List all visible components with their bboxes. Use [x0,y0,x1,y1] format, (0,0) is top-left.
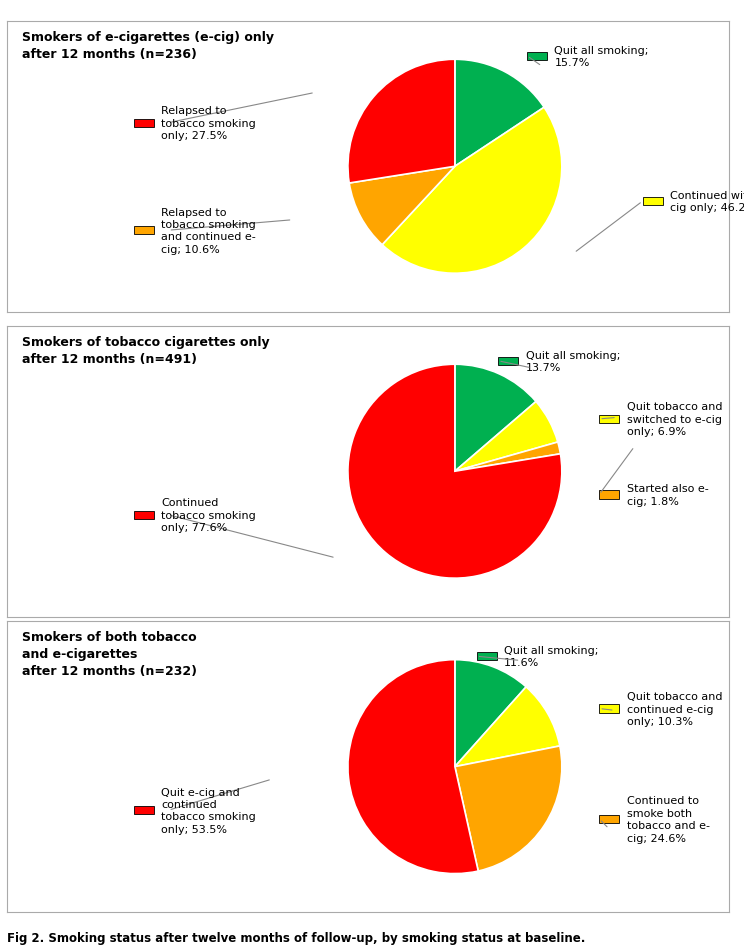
Text: Quit e-cig and
continued
tobacco smoking
only; 53.5%: Quit e-cig and continued tobacco smoking… [161,786,256,834]
Bar [527,52,548,61]
Text: Quit tobacco and
continued e-cig
only; 10.3%: Quit tobacco and continued e-cig only; 1… [626,691,722,726]
Text: Smokers of both tobacco
and e-cigarettes
after 12 months (n=232): Smokers of both tobacco and e-cigarettes… [22,630,197,677]
Text: Relapsed to
tobacco smoking
and continued e-
cig; 10.6%: Relapsed to tobacco smoking and continue… [161,208,256,254]
Text: Started also e-
cig; 1.8%: Started also e- cig; 1.8% [626,484,708,506]
Text: Relapsed to
tobacco smoking
only; 27.5%: Relapsed to tobacco smoking only; 27.5% [161,106,256,141]
Bar [134,227,154,235]
Text: Quit all smoking;
15.7%: Quit all smoking; 15.7% [554,46,649,68]
Text: Smokers of tobacco cigarettes only
after 12 months (n=491): Smokers of tobacco cigarettes only after… [22,335,269,366]
Bar [477,652,497,661]
Bar [599,815,620,823]
Bar [643,198,663,206]
Text: Smokers of e-cigarettes (e-cig) only
after 12 months (n=236): Smokers of e-cigarettes (e-cig) only aft… [22,30,274,61]
Text: Fig 2. Smoking status after twelve months of follow-up, by smoking status at bas: Fig 2. Smoking status after twelve month… [7,931,586,944]
Bar [498,357,519,366]
Text: Continued
tobacco smoking
only; 77.6%: Continued tobacco smoking only; 77.6% [161,498,256,533]
Bar [599,415,620,424]
Bar [599,491,620,499]
Bar [134,806,154,815]
Bar [134,511,154,520]
Text: Quit all smoking;
11.6%: Quit all smoking; 11.6% [504,645,598,667]
Text: Quit tobacco and
switched to e-cig
only; 6.9%: Quit tobacco and switched to e-cig only;… [626,402,722,437]
Text: Continued with e-
cig only; 46.2%: Continued with e- cig only; 46.2% [670,190,744,213]
Text: Quit all smoking;
13.7%: Quit all smoking; 13.7% [525,350,620,372]
Bar [599,704,620,713]
Bar [134,119,154,128]
Text: Continued to
smoke both
tobacco and e-
cig; 24.6%: Continued to smoke both tobacco and e- c… [626,796,710,843]
